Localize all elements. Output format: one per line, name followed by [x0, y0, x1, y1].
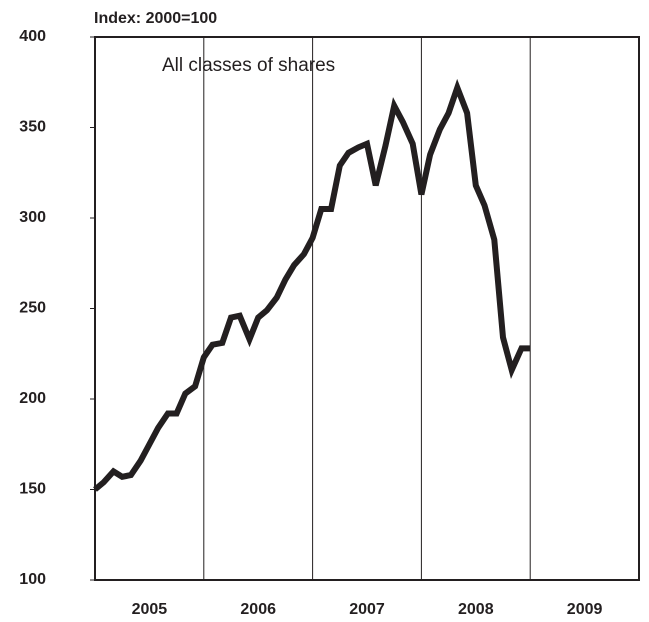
annotation: All classes of shares [162, 55, 335, 76]
y-tick-label: 300 [19, 209, 46, 226]
y-tick-label: 100 [19, 571, 46, 588]
y-tick-label: 400 [19, 28, 46, 45]
y-tick-label: 350 [19, 119, 46, 136]
data-line [93, 78, 531, 492]
x-tick-label: 2007 [349, 601, 385, 618]
y-tick-label: 150 [19, 481, 46, 498]
y-tick-label: 200 [19, 390, 46, 407]
x-tick-label: 2008 [458, 601, 494, 618]
y-tick-label: 250 [19, 300, 46, 317]
chart-title: Index: 2000=100 [94, 10, 217, 27]
x-tick-label: 2005 [132, 601, 168, 618]
x-tick-label: 2009 [567, 601, 603, 618]
x-tick-label: 2006 [240, 601, 276, 618]
plot-frame [94, 36, 640, 581]
